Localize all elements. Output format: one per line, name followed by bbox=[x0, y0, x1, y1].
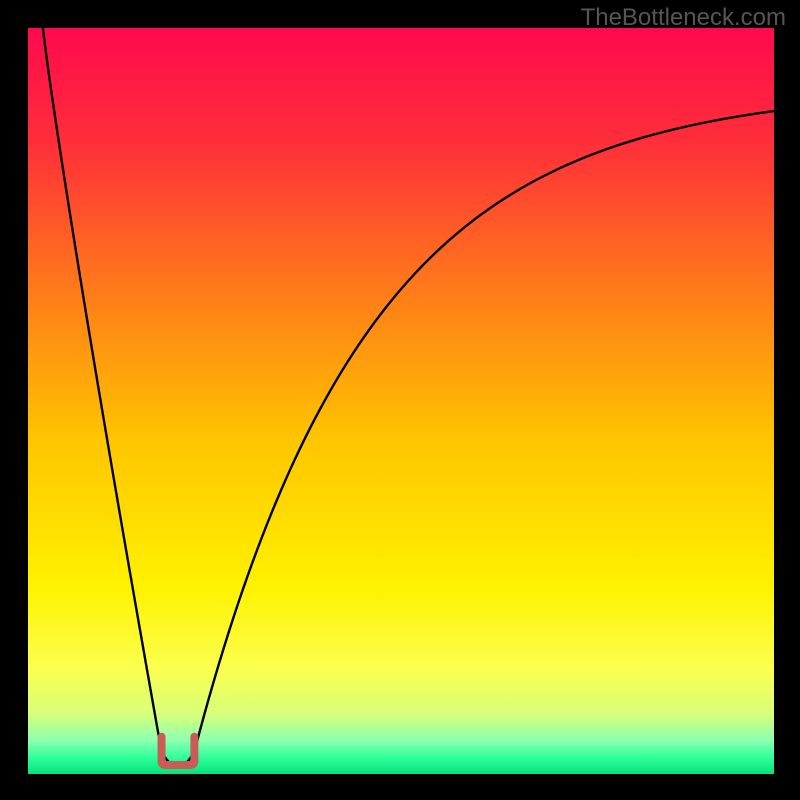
gradient-background bbox=[28, 28, 774, 774]
plot-area bbox=[28, 28, 774, 774]
plot-svg bbox=[28, 28, 774, 774]
watermark-label: TheBottleneck.com bbox=[581, 4, 786, 32]
chart-container: TheBottleneck.com bbox=[0, 0, 800, 800]
